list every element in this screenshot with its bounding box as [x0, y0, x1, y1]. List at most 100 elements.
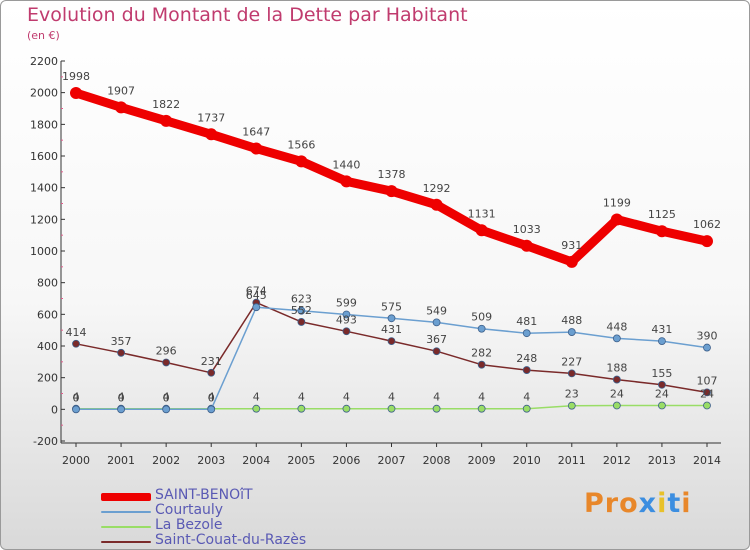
data-point	[387, 404, 396, 413]
data-label: 1378	[378, 168, 406, 181]
data-label: 282	[471, 347, 492, 360]
x-tick-label: 2006	[332, 454, 360, 467]
data-label: 1737	[197, 111, 225, 124]
data-point	[117, 348, 125, 357]
data-label: 448	[606, 320, 627, 333]
data-point	[297, 404, 306, 413]
x-tick-label: 2011	[558, 454, 586, 467]
data-label: 24	[610, 388, 624, 401]
data-point	[162, 358, 171, 367]
data-label: 0	[163, 391, 170, 404]
data-point	[430, 198, 443, 211]
x-tick-label: 2014	[693, 454, 721, 467]
data-point	[520, 239, 533, 252]
data-label: 1566	[287, 138, 315, 151]
data-label: 1440	[332, 158, 360, 171]
data-label: 24	[655, 388, 669, 401]
y-tick-label: -200	[33, 435, 58, 448]
data-label: 488	[561, 314, 582, 327]
legend-label: SAINT-BENOîT	[155, 487, 253, 503]
y-tick-label: 1800	[30, 118, 58, 131]
logo-letter: o	[619, 488, 639, 519]
y-tick-label: 600	[37, 308, 58, 321]
x-tick-label: 2003	[197, 454, 225, 467]
data-point	[342, 404, 351, 413]
data-label: 4	[253, 391, 260, 404]
data-point	[703, 388, 711, 397]
data-label: 4	[523, 391, 530, 404]
data-point	[565, 255, 578, 268]
data-label: 24	[700, 388, 714, 401]
data-label: 493	[336, 313, 357, 326]
data-label: 4	[478, 391, 485, 404]
data-label: 367	[426, 333, 447, 346]
data-label: 231	[201, 355, 222, 368]
x-tick-label: 2008	[423, 454, 451, 467]
data-label: 357	[111, 335, 132, 348]
data-label: 296	[156, 344, 177, 357]
data-point	[250, 142, 263, 155]
x-tick-label: 2004	[242, 454, 270, 467]
x-tick-label: 2007	[378, 454, 406, 467]
data-point	[612, 334, 621, 343]
data-point	[72, 405, 80, 414]
x-tick-label: 2010	[513, 454, 541, 467]
data-label: 188	[606, 362, 627, 375]
data-label: 4	[433, 391, 440, 404]
data-point	[658, 337, 666, 345]
data-label: 1907	[107, 84, 135, 97]
data-point	[295, 155, 308, 168]
data-point	[655, 225, 668, 238]
data-label: 1062	[693, 218, 721, 231]
data-point	[72, 339, 80, 348]
data-label: 4	[298, 391, 305, 404]
data-label: 4	[118, 391, 125, 404]
x-tick-label: 2005	[287, 454, 315, 467]
y-tick-label: 0	[51, 403, 58, 416]
data-point	[701, 235, 713, 248]
data-point	[612, 401, 621, 410]
legend-label: La Bezole	[155, 517, 223, 533]
legend-swatch	[101, 526, 151, 528]
logo-letter: t	[667, 488, 682, 519]
legend-swatch	[101, 493, 151, 501]
chart-title: Evolution du Montant de la Dette par Hab…	[27, 4, 468, 26]
data-label: 0	[208, 391, 215, 404]
logo-letter: i	[657, 488, 668, 519]
x-tick-label: 2001	[107, 454, 135, 467]
data-point	[340, 175, 353, 188]
data-label: 552	[291, 304, 312, 317]
x-tick-label: 2012	[603, 454, 631, 467]
logo-letter: x	[638, 488, 658, 519]
data-point	[162, 405, 171, 414]
data-point	[475, 224, 488, 237]
data-label: 4	[343, 391, 350, 404]
data-label: 4	[208, 391, 215, 404]
data-label: 1822	[152, 98, 180, 111]
data-point	[477, 360, 486, 369]
data-label: 431	[651, 323, 672, 336]
data-label: 155	[651, 367, 672, 380]
y-tick-label: 1000	[30, 245, 58, 258]
legend-label: Saint-Couat-du-Razès	[155, 532, 307, 548]
data-label: 1199	[603, 196, 631, 209]
data-label: 4	[73, 391, 80, 404]
data-point	[567, 401, 576, 410]
data-point	[117, 405, 125, 414]
legend-label: Courtauly	[155, 502, 224, 518]
logo-letter: Pr	[584, 488, 620, 519]
data-label: 481	[516, 315, 537, 328]
data-point	[477, 324, 486, 333]
data-point	[703, 401, 711, 410]
data-label: 0	[73, 391, 80, 404]
y-tick-label: 200	[37, 372, 58, 385]
data-point	[477, 404, 486, 413]
data-point	[205, 128, 218, 141]
data-label: 575	[381, 300, 402, 313]
data-label: 1998	[62, 70, 90, 83]
data-label: 1131	[468, 207, 496, 220]
data-point	[387, 337, 396, 345]
y-tick-label: 400	[37, 340, 58, 353]
data-point	[342, 310, 351, 319]
data-label: 227	[561, 355, 582, 368]
